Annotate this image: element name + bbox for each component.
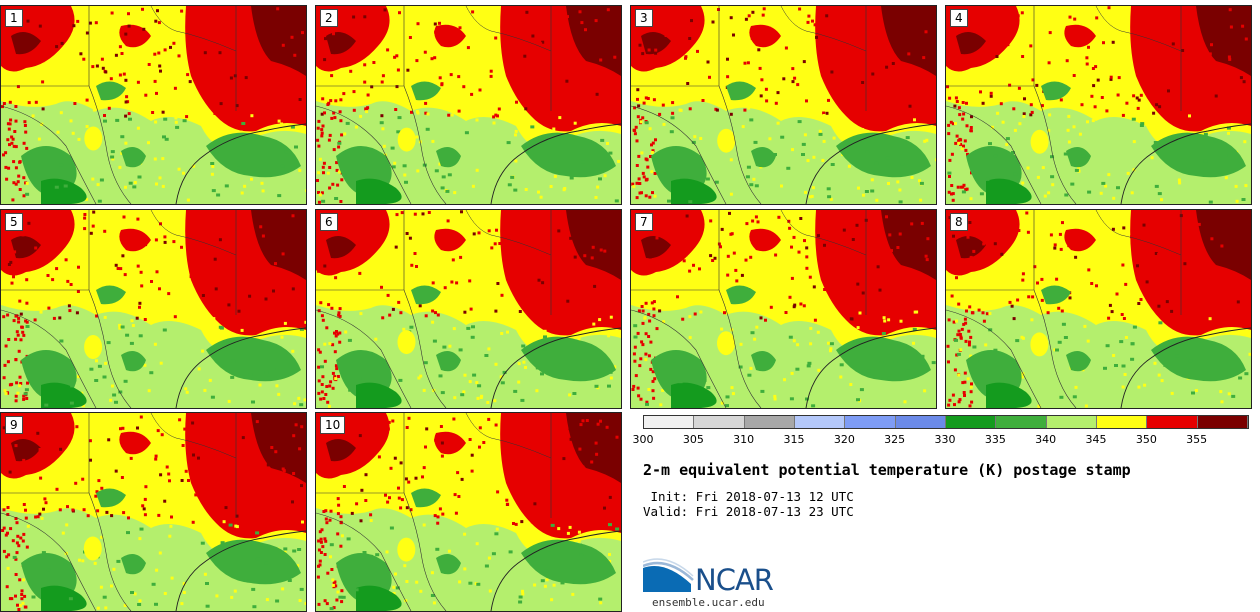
ncar-logo-text: NCAR <box>695 563 774 597</box>
colorbar-tick-label: 300 <box>632 433 654 446</box>
map-panel-8: 8 <box>945 209 1252 409</box>
colorbar-tick-label: 325 <box>884 433 906 446</box>
colorbar-segment <box>1097 416 1148 428</box>
colorbar-tick-label: 315 <box>783 433 805 446</box>
panel-number-label: 10 <box>320 416 346 434</box>
ncar-logo-icon <box>643 558 694 592</box>
map-panel-9: 9 <box>0 412 307 612</box>
colorbar-tick-label: 355 <box>1186 433 1208 446</box>
init-time: Init: Fri 2018-07-13 12 UTC <box>643 489 854 504</box>
map-panel-5: 5 <box>0 209 307 409</box>
colorbar-tick-label: 330 <box>934 433 956 446</box>
panel-number-label: 8 <box>950 213 968 231</box>
colorbar-segment <box>895 416 946 428</box>
colorbar-tick-label: 320 <box>833 433 855 446</box>
colorbar <box>643 415 1249 429</box>
panel-number-label: 4 <box>950 9 968 27</box>
colorbar-segment <box>644 416 695 428</box>
panel-number-label: 6 <box>320 213 338 231</box>
colorbar-segment <box>795 416 846 428</box>
map-panel-7: 7 <box>630 209 937 409</box>
valid-time: Valid: Fri 2018-07-13 23 UTC <box>643 504 854 519</box>
colorbar-segment <box>744 416 795 428</box>
panel-number-label: 3 <box>635 9 653 27</box>
colorbar-tick-label: 340 <box>1035 433 1057 446</box>
panel-number-label: 5 <box>5 213 23 231</box>
colorbar-tick-labels: 300 305 310 315 320 325 330 335 340 345 350 355 <box>633 433 1253 447</box>
panel-number-label: 7 <box>635 213 653 231</box>
site-url: ensemble.ucar.edu <box>652 596 765 609</box>
map-panel-2: 2 <box>315 5 622 205</box>
colorbar-segment <box>996 416 1047 428</box>
colorbar-tick-label: 350 <box>1135 433 1157 446</box>
colorbar-segment <box>694 416 745 428</box>
colorbar-segment <box>946 416 997 428</box>
map-panel-10: 10 <box>315 412 622 612</box>
map-panel-6: 6 <box>315 209 622 409</box>
colorbar-segment <box>1197 416 1248 428</box>
figure-title: 2-m equivalent potential temperature (K)… <box>643 461 1131 479</box>
colorbar-tick-label: 345 <box>1085 433 1107 446</box>
colorbar-tick-label: 310 <box>733 433 755 446</box>
colorbar-tick-label: 335 <box>984 433 1006 446</box>
map-panel-4: 4 <box>945 5 1252 205</box>
colorbar-segment <box>1046 416 1097 428</box>
panel-number-label: 1 <box>5 9 23 27</box>
map-panel-1: 1 <box>0 5 307 205</box>
colorbar-segment <box>845 416 896 428</box>
panel-number-label: 2 <box>320 9 338 27</box>
map-panel-3: 3 <box>630 5 937 205</box>
panel-number-label: 9 <box>5 416 23 434</box>
colorbar-segment <box>1147 416 1198 428</box>
colorbar-tick-label: 305 <box>682 433 704 446</box>
